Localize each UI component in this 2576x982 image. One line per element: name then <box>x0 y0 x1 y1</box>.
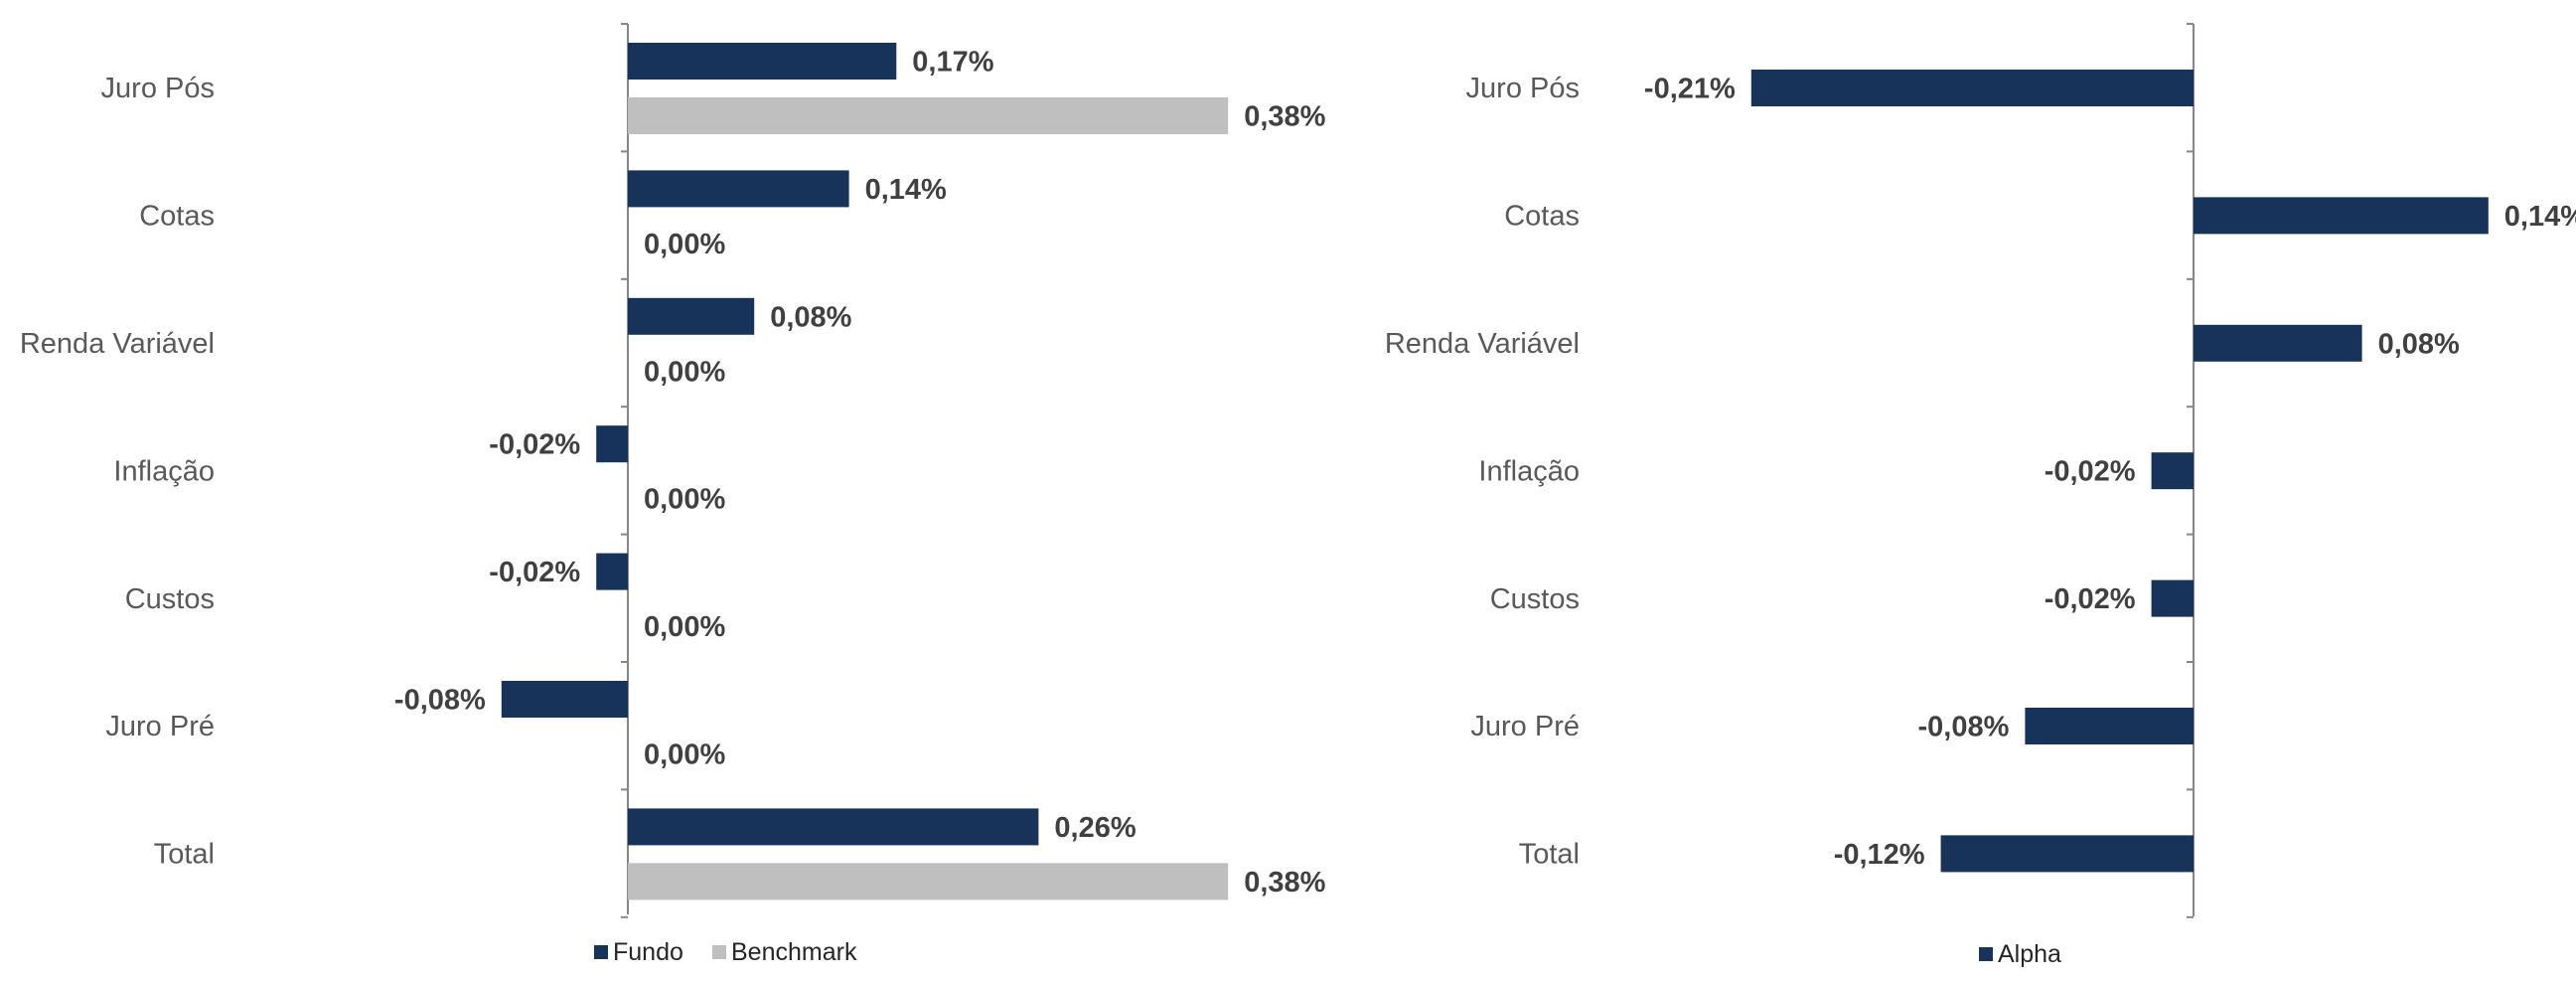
chart1-bar-fundo <box>628 297 755 335</box>
chart1-bar-fundo <box>596 553 628 590</box>
legend-label-alpha: Alpha <box>1998 940 2061 968</box>
chart2-bar-alpha <box>2194 324 2362 362</box>
chart2-data-label: -0,02% <box>2045 456 2136 488</box>
chart2-category-label: Custos <box>1490 583 1580 615</box>
chart2-category-label: Total <box>1519 839 1580 871</box>
legend-swatch-alpha <box>1979 947 1993 961</box>
chart2-data-label: -0,12% <box>1834 839 1925 871</box>
chart1-data-label: 0,17% <box>912 47 993 79</box>
chart2-category-label: Juro Pré <box>1470 711 1580 742</box>
chart1-category-label: Juro Pós <box>101 73 215 104</box>
legend-label-benchmark: Benchmark <box>731 938 857 966</box>
chart2-bar-alpha <box>1940 835 2194 873</box>
chart1-bar-fundo <box>501 681 628 718</box>
chart2-data-label: -0,02% <box>2045 583 2136 615</box>
chart1-bar-benchmark <box>628 97 1229 134</box>
chart1-data-label: 0,00% <box>644 739 725 771</box>
chart1-category-label: Custos <box>125 583 215 615</box>
chart2-data-label: -0,08% <box>1918 712 2010 743</box>
chart2-category-label: Inflação <box>1478 455 1580 487</box>
chart1-bar-fundo <box>596 425 628 463</box>
chart2-bar-alpha <box>2025 708 2194 744</box>
chart1-category-label: Renda Variável <box>20 328 215 360</box>
chart1-bar-fundo <box>628 808 1039 846</box>
chart1-data-label: -0,08% <box>394 685 486 717</box>
chart1-data-label: -0,02% <box>489 557 580 588</box>
chart1-bar-benchmark <box>628 863 1229 900</box>
chart1-data-label: 0,00% <box>644 356 725 388</box>
chart1-data-label: 0,00% <box>644 484 725 516</box>
legend-label-fundo: Fundo <box>613 938 683 966</box>
chart2-bar-alpha <box>2151 452 2194 490</box>
chart2-data-label: 0,14% <box>2504 201 2576 233</box>
chart1-category-label: Inflação <box>113 455 215 487</box>
chart1-category-label: Cotas <box>139 201 215 233</box>
chart1-data-label: 0,00% <box>644 611 725 643</box>
chart1-data-label: 0,14% <box>865 174 947 206</box>
chart2-bar-alpha <box>1750 70 2194 106</box>
legend-swatch-benchmark <box>712 945 726 959</box>
chart1-data-label: 0,00% <box>644 229 725 260</box>
legend-swatch-fundo <box>594 945 608 959</box>
chart1-category-label: Total <box>154 839 215 871</box>
chart2-bar-alpha <box>2194 197 2489 235</box>
chart2-category-label: Cotas <box>1504 201 1580 233</box>
chart1-bar-fundo <box>628 43 897 80</box>
chart1-data-label: 0,38% <box>1244 867 1325 899</box>
chart2-data-label: -0,21% <box>1644 74 1736 105</box>
chart1-data-label: 0,08% <box>770 301 851 333</box>
chart2-category-label: Renda Variável <box>1385 328 1580 360</box>
chart1-category-label: Juro Pré <box>105 711 215 742</box>
chart2-category-label: Juro Pós <box>1466 73 1580 104</box>
chart2-bar-alpha <box>2151 579 2194 617</box>
chart2-data-label: 0,08% <box>2378 328 2460 360</box>
chart1-bar-fundo <box>628 170 849 208</box>
chart1-data-label: 0,26% <box>1054 812 1136 844</box>
chart1-data-label: -0,02% <box>489 429 580 461</box>
chart1-data-label: 0,38% <box>1244 101 1325 133</box>
